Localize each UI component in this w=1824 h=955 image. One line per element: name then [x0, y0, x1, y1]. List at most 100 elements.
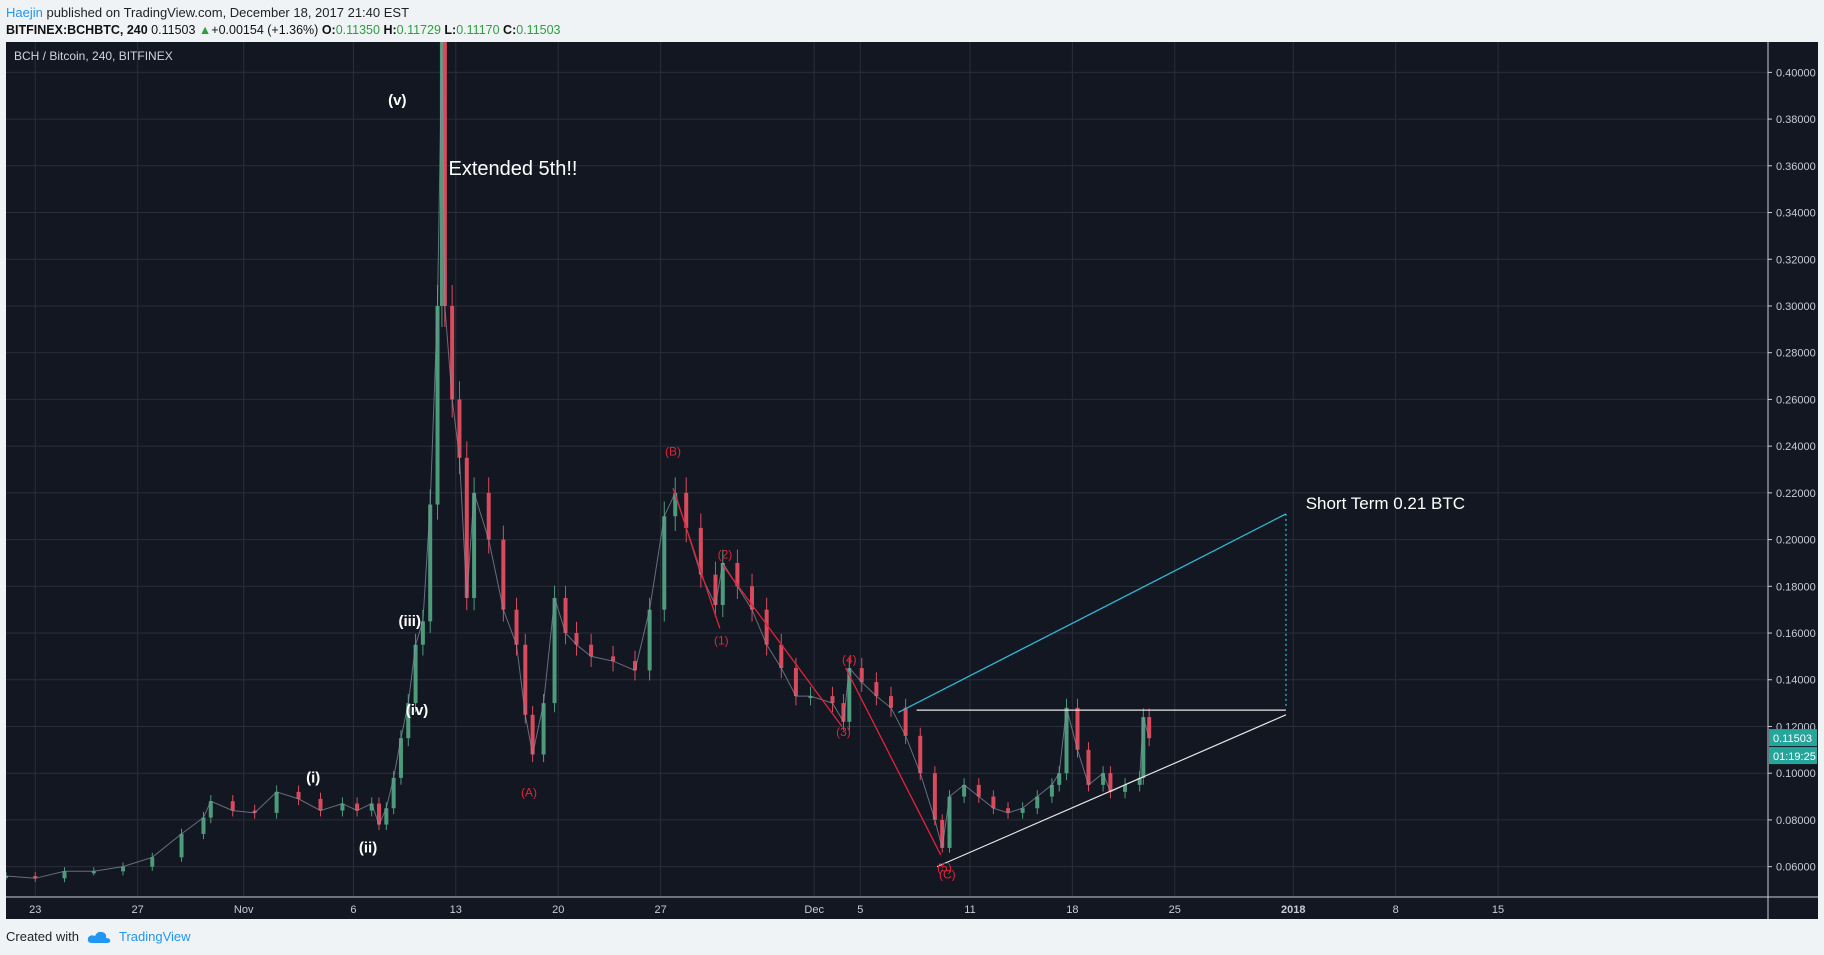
x-tick-label: 27 — [654, 904, 666, 916]
x-tick-label: 8 — [1393, 904, 1399, 916]
wave-label: (ii) — [359, 840, 377, 857]
price-candle-body — [384, 808, 389, 825]
symbol-label: BITFINEX:BCHBTC, 240 — [6, 23, 148, 37]
price-candle-body — [340, 803, 345, 811]
price-candle-body — [201, 817, 206, 834]
wave-label: (i) — [306, 770, 320, 787]
low-label: L: — [444, 23, 457, 37]
elliott-wave-line — [845, 667, 942, 856]
x-tick-label: Nov — [234, 904, 254, 916]
last-price-badge-text: 0.11503 — [1773, 733, 1812, 745]
price-candle-body — [501, 539, 506, 610]
high-value: 0.11729 — [396, 23, 441, 37]
price-chart[interactable]: 0.40000 0.38000 0.36000 0.34000 0.32000 0.300… — [6, 42, 1818, 919]
y-tick-label: 0.36000 — [1776, 161, 1816, 173]
y-tick-label: 0.34000 — [1776, 208, 1816, 220]
price-candle-body — [1020, 808, 1025, 813]
price-candle-body — [377, 803, 382, 825]
price-candle-body — [398, 738, 403, 778]
wave-label-red: (C) — [939, 867, 956, 881]
price-candle-body — [514, 609, 519, 645]
x-tick-label: 5 — [857, 904, 863, 916]
wave-label-red: (3) — [836, 725, 851, 739]
price-candle-body — [541, 703, 546, 755]
price-candle-body — [847, 668, 852, 722]
y-tick-label: 0.32000 — [1776, 254, 1816, 266]
price-candle-body — [33, 875, 38, 879]
price-candle-body — [296, 791, 301, 799]
chart-frame: 0.40000 0.38000 0.36000 0.34000 0.32000 0.300… — [6, 42, 1818, 919]
x-tick-label: 27 — [132, 904, 144, 916]
price-candle-body — [673, 492, 678, 517]
price-candle-body — [91, 871, 96, 874]
price-candle-body — [808, 696, 813, 699]
up-arrow-icon: ▲ — [198, 23, 212, 37]
price-candle-body — [662, 516, 667, 610]
wave-label: (iv) — [406, 702, 429, 719]
price-candle-body — [962, 784, 967, 797]
price-candle-body — [530, 714, 535, 755]
price-candle-body — [684, 492, 689, 528]
publish-info: published on TradingView.com, December 1… — [42, 5, 410, 20]
price-candle-body — [991, 796, 996, 809]
price-candle-body — [150, 857, 155, 867]
wave-label-red: (4) — [842, 652, 857, 666]
price-candle-body — [355, 803, 360, 811]
x-tick-label: 13 — [450, 904, 462, 916]
price-candle-body — [918, 735, 923, 774]
wave-label: (v) — [388, 92, 406, 109]
publish-line: Haejin published on TradingView.com, Dec… — [6, 4, 409, 21]
price-candle-body — [1108, 773, 1113, 792]
x-tick-label: 23 — [29, 904, 41, 916]
y-tick-label: 0.40000 — [1776, 67, 1816, 79]
x-tick-label: 18 — [1066, 904, 1078, 916]
y-tick-label: 0.14000 — [1776, 675, 1816, 687]
price-change: +0.00154 (+1.36%) — [211, 23, 319, 37]
y-tick-label: 0.28000 — [1776, 348, 1816, 360]
price-candle-body — [1123, 784, 1128, 792]
price-candle-body — [859, 668, 864, 683]
tradingview-cloud-icon — [87, 931, 111, 943]
price-candle-body — [647, 609, 652, 671]
price-candle-body — [391, 777, 396, 809]
price-candle-body — [439, 42, 444, 306]
wave-label-red: (5) — [937, 860, 952, 874]
price-candle-body — [1049, 784, 1054, 797]
price-candle-body — [413, 644, 418, 704]
price-candle-body — [713, 574, 718, 605]
price-candle-body — [1057, 773, 1062, 785]
countdown-badge-text: 01:19:25 — [1773, 751, 1816, 763]
price-candle-body — [1035, 796, 1040, 809]
chart-annotation: Short Term 0.21 BTC — [1306, 494, 1465, 513]
price-candle-body — [230, 801, 235, 811]
close-value: 0.11503 — [516, 23, 561, 37]
wave-label: (iii) — [398, 613, 421, 630]
y-tick-label: 0.26000 — [1776, 394, 1816, 406]
price-candle-body — [1006, 808, 1011, 813]
x-tick-label: 25 — [1169, 904, 1181, 916]
tradingview-brand[interactable]: TradingView — [118, 929, 191, 944]
price-candle-body — [457, 399, 462, 458]
triangle-trendline — [936, 714, 1287, 868]
price-candle-body — [1141, 717, 1146, 778]
price-candle-body — [274, 791, 279, 813]
price-candle-body — [1064, 707, 1069, 774]
price-candle-body — [947, 796, 952, 848]
high-label: H: — [383, 23, 397, 37]
wave-label-red: (A) — [521, 786, 537, 800]
wave-label-red: (2) — [718, 547, 733, 561]
price-candle-body — [450, 305, 455, 400]
open-label: O: — [321, 23, 336, 37]
y-tick-label: 0.08000 — [1776, 815, 1816, 827]
y-tick-label: 0.10000 — [1776, 768, 1816, 780]
y-tick-label: 0.38000 — [1776, 114, 1816, 126]
x-tick-label: 15 — [1492, 904, 1504, 916]
y-tick-label: 0.30000 — [1776, 301, 1816, 313]
author-link[interactable]: Haejin — [6, 5, 43, 20]
price-candle-body — [698, 527, 703, 575]
price-candle-body — [1086, 749, 1091, 785]
price-candle-body — [1147, 717, 1152, 739]
price-candle-body — [764, 609, 769, 645]
price-candle-body — [779, 644, 784, 669]
price-candle-body — [464, 457, 469, 598]
